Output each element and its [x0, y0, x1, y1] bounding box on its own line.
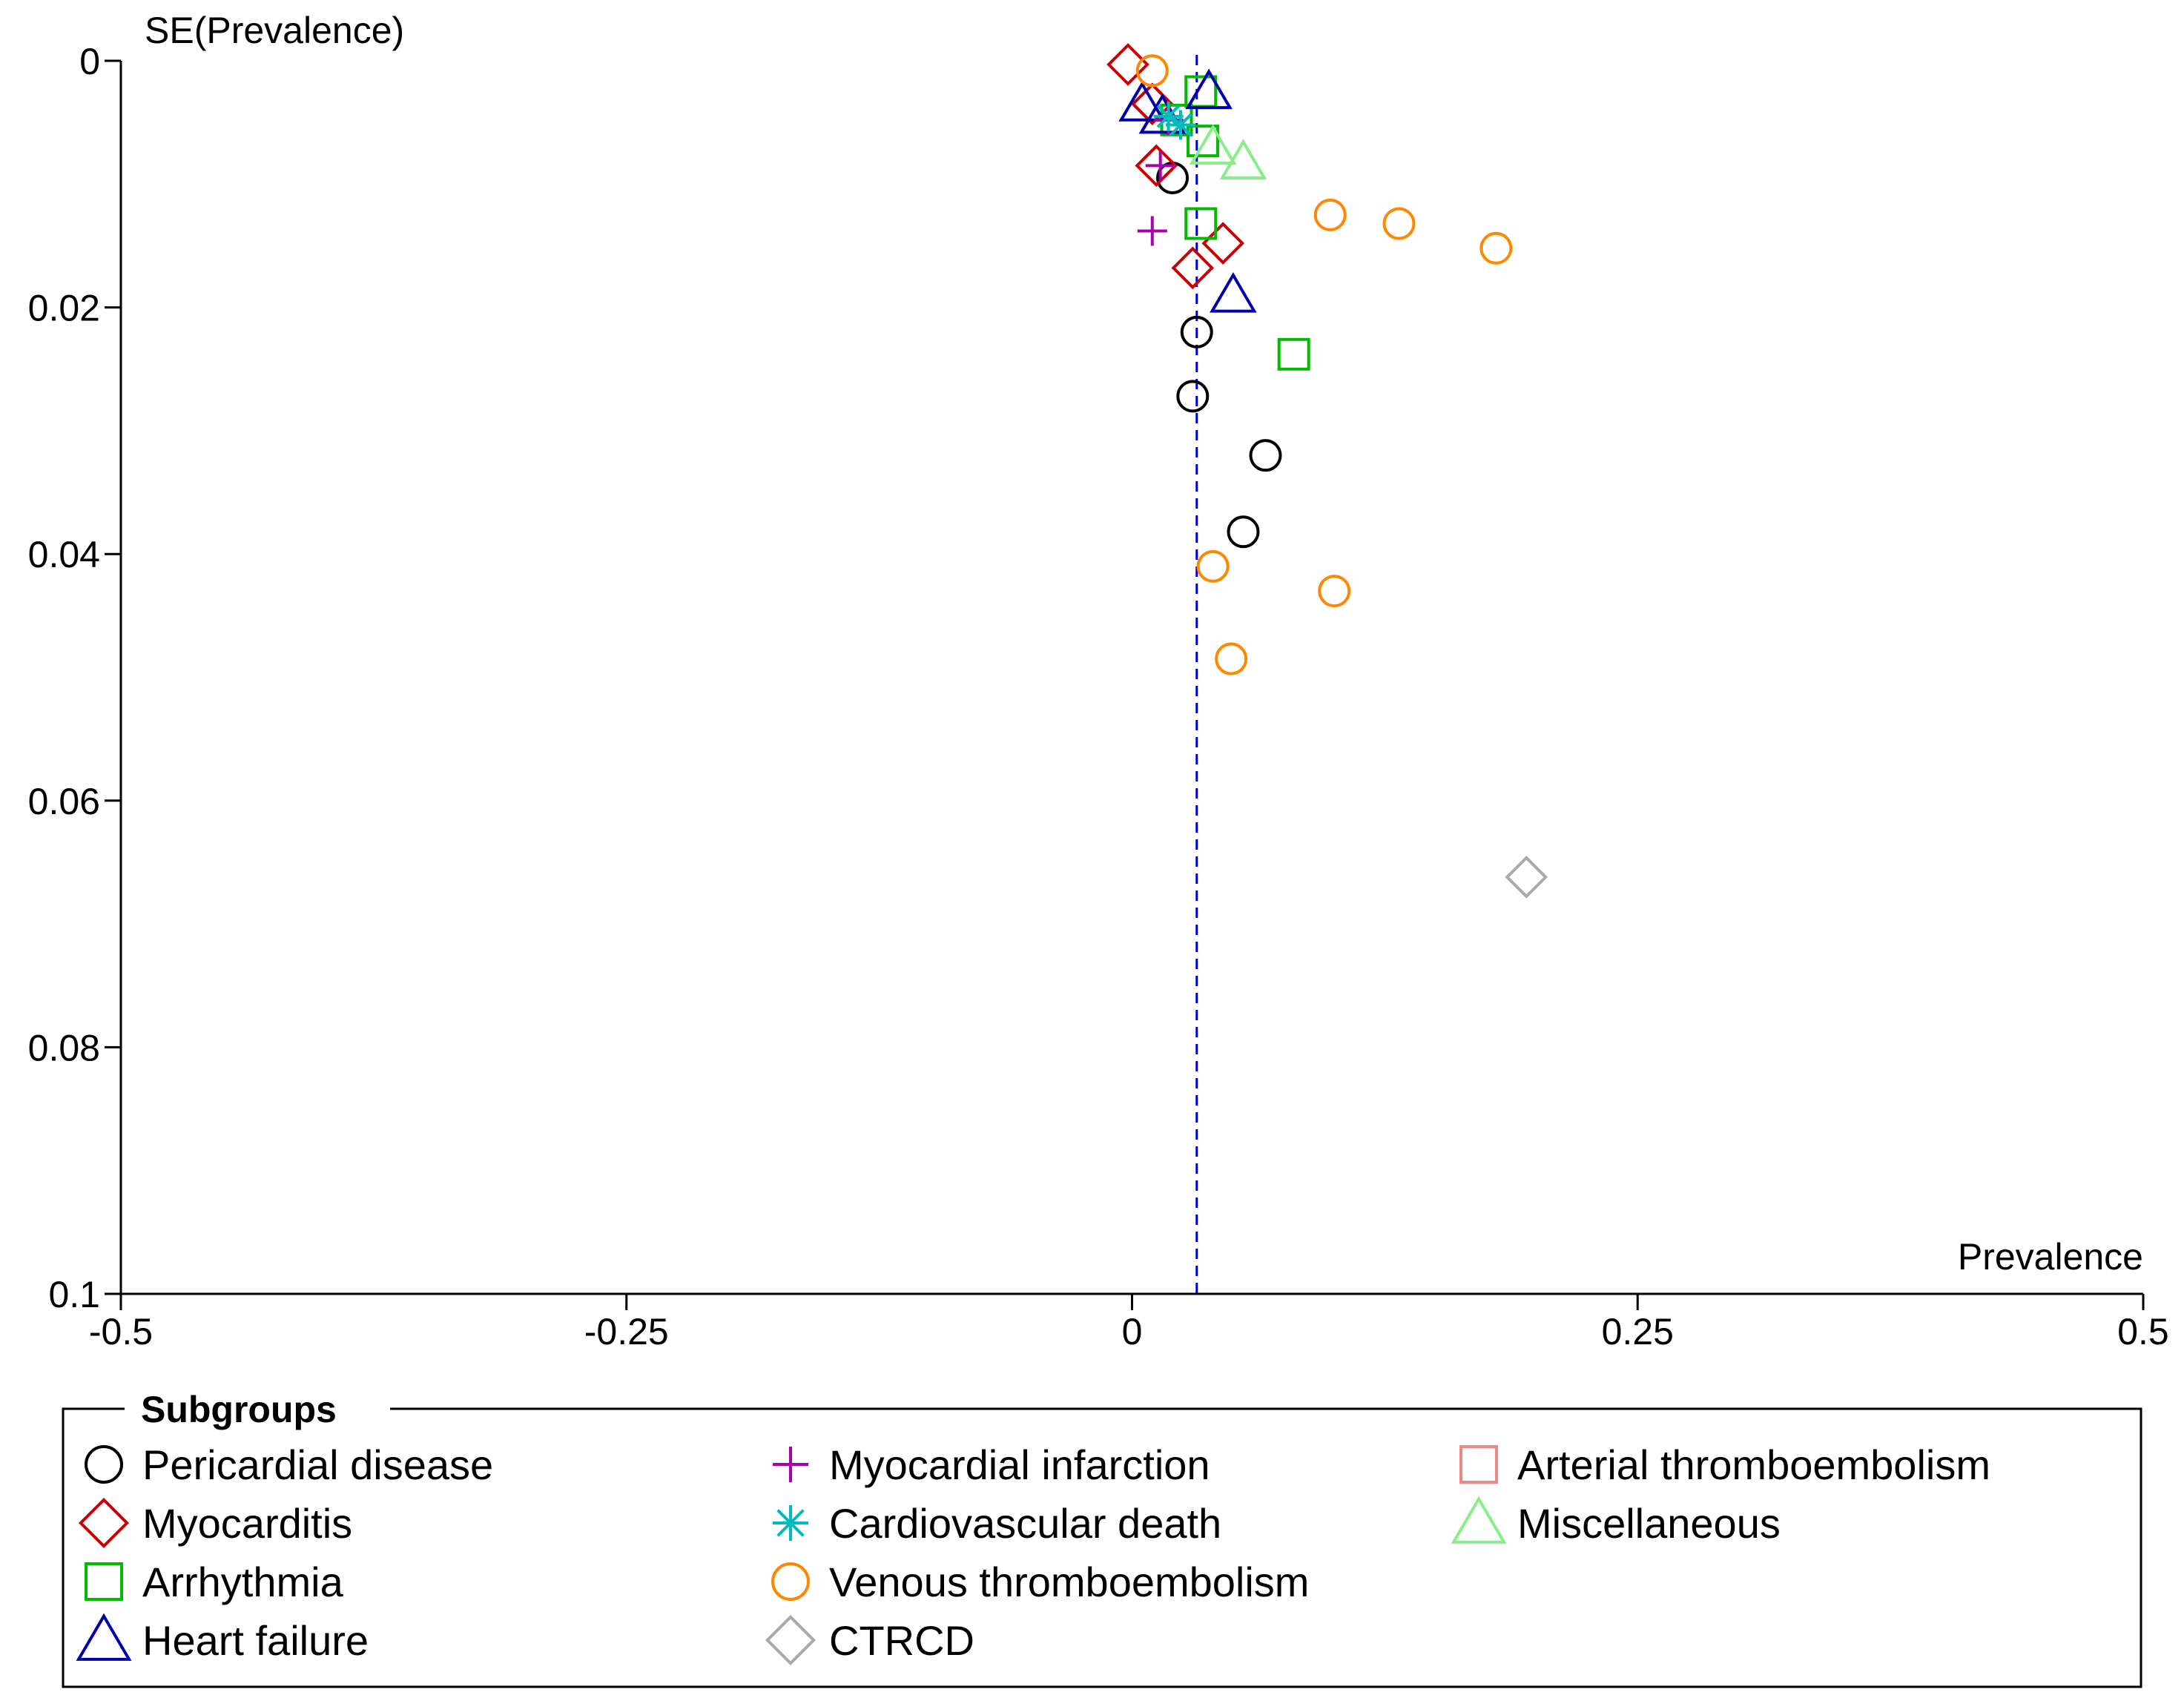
data-point — [1135, 144, 1178, 188]
legend-item: Cardiovascular death — [773, 1500, 1221, 1547]
legend-marker — [773, 1505, 808, 1541]
data-point — [1165, 110, 1195, 140]
legend-marker — [85, 1562, 123, 1601]
legend-label: Cardiovascular death — [829, 1500, 1221, 1547]
data-point — [1277, 337, 1310, 371]
data-point — [1201, 222, 1245, 265]
legend-items: Pericardial disease Myocarditis Arrhythmia… — [76, 1441, 1990, 1666]
legend-item: Heart failure — [76, 1613, 369, 1664]
data-point — [1210, 272, 1257, 313]
data-point — [1130, 82, 1174, 126]
legend-label: Pericardial disease — [142, 1441, 493, 1488]
legend-label: Myocardial infarction — [829, 1441, 1210, 1488]
x-tick-label: 0.25 — [1602, 1311, 1674, 1352]
x-tick-label: 0 — [1122, 1311, 1143, 1352]
x-axis-title: Prevalence — [1958, 1236, 2143, 1278]
data-point — [1135, 54, 1169, 87]
legend-label: Arrhythmia — [142, 1559, 344, 1605]
y-tick-label: 0.08 — [28, 1027, 100, 1068]
legend: Subgroups Pericardial disease Myocarditis… — [62, 1385, 2142, 1688]
data-point — [1479, 231, 1513, 265]
legend-marker — [773, 1447, 808, 1482]
series-miscellaneous — [1189, 124, 1267, 179]
legend-item: Pericardial disease — [85, 1441, 493, 1488]
data-point — [1227, 515, 1260, 549]
legend-item: Arrhythmia — [85, 1559, 344, 1605]
data-point — [1185, 68, 1233, 110]
axis-ticks: -0.5 -0.25 0 0.25 0.5 0 0.02 0.04 0.06 0.08 0.1 — [28, 41, 2169, 1352]
legend-label: Venous thromboembolism — [829, 1559, 1309, 1605]
legend-label: Heart failure — [142, 1617, 369, 1664]
series-venous-thromboembolism — [1135, 54, 1513, 675]
data-point — [1505, 856, 1548, 899]
data-point — [1176, 380, 1210, 413]
data-point — [1382, 207, 1416, 240]
data-point — [1171, 246, 1215, 290]
y-tick-label: 0.02 — [28, 288, 100, 329]
data-point — [1318, 575, 1351, 608]
data-point — [1219, 139, 1267, 179]
legend-marker — [1459, 1445, 1498, 1484]
data-point — [1215, 642, 1248, 675]
data-point — [1186, 125, 1219, 158]
y-tick-label: 0.04 — [28, 534, 100, 575]
data-point — [1145, 151, 1175, 181]
x-tick-label: -0.5 — [89, 1311, 153, 1352]
legend-item: Miscellaneous — [1451, 1496, 1781, 1547]
legend-label: Arterial thromboembolism — [1517, 1441, 1990, 1488]
legend-marker — [76, 1613, 132, 1661]
legend-item: Venous thromboembolism — [771, 1559, 1309, 1605]
legend-title-bg — [125, 1385, 390, 1431]
legend-label: Myocarditis — [142, 1500, 352, 1547]
data-points — [1106, 43, 1548, 899]
x-tick-label: -0.25 — [584, 1311, 669, 1352]
plot-axes: SE(Prevalence) Prevalence — [119, 10, 2143, 1295]
data-point — [1196, 549, 1230, 583]
legend-item: Myocarditis — [78, 1497, 352, 1549]
data-point — [1137, 216, 1167, 246]
data-point — [1189, 124, 1237, 165]
legend-label: CTRCD — [829, 1617, 974, 1664]
legend-marker — [78, 1497, 130, 1549]
y-axis-title: SE(Prevalence) — [145, 10, 404, 51]
y-tick-label: 0.06 — [28, 781, 100, 822]
data-point — [1153, 101, 1184, 131]
data-point — [1118, 81, 1166, 122]
series-pericardial-disease — [1156, 161, 1282, 549]
series-cardiovascular-death — [1153, 101, 1195, 140]
x-tick-label: 0.5 — [2117, 1311, 2169, 1352]
legend-item: Myocardial infarction — [773, 1441, 1210, 1488]
data-point — [1180, 315, 1213, 348]
legend-label: Miscellaneous — [1517, 1500, 1781, 1547]
data-point — [1184, 207, 1218, 240]
data-point — [1106, 43, 1149, 86]
legend-marker — [765, 1614, 816, 1666]
data-point — [1249, 439, 1282, 472]
legend-marker — [1451, 1496, 1507, 1544]
data-point — [1313, 198, 1347, 231]
series-heart-failure — [1118, 68, 1257, 313]
series-myocarditis — [1106, 43, 1245, 290]
data-point — [1138, 93, 1187, 134]
legend-item: Arterial thromboembolism — [1459, 1441, 1990, 1488]
y-tick-label: 0.1 — [48, 1274, 100, 1315]
series-ctrcd — [1505, 856, 1548, 899]
legend-title: Subgroups — [141, 1389, 337, 1430]
legend-marker — [771, 1562, 810, 1601]
legend-box — [62, 1407, 2142, 1688]
y-tick-label: 0 — [79, 41, 100, 82]
legend-marker — [85, 1445, 123, 1484]
legend-item: CTRCD — [765, 1614, 974, 1666]
